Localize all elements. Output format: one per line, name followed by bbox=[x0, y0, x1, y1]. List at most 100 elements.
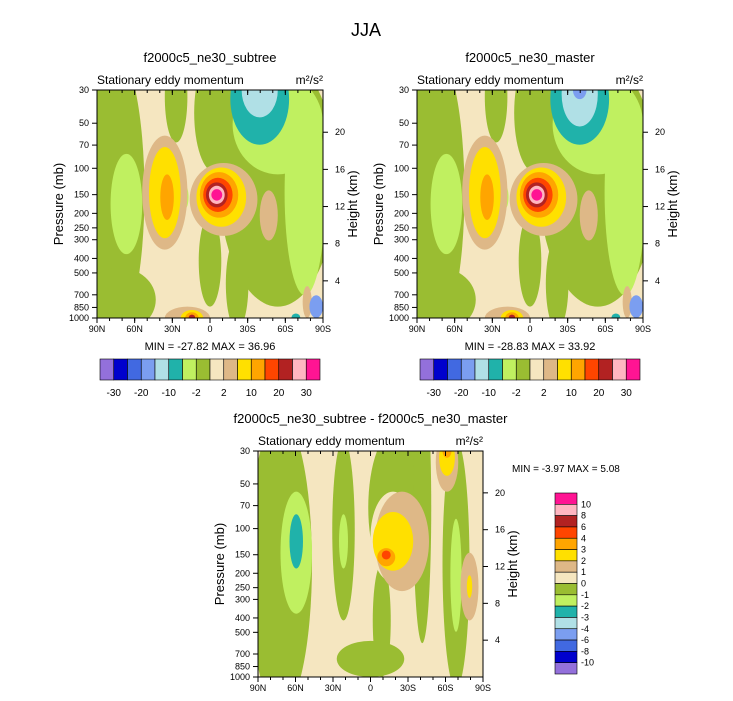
pressure-tick-label: 250 bbox=[394, 223, 409, 233]
colorbar-label: 3 bbox=[581, 545, 586, 555]
pressure-tick-label: 1000 bbox=[69, 313, 89, 323]
colorbar-label: 4 bbox=[581, 533, 586, 543]
colorbar-swatch bbox=[554, 492, 578, 505]
x-tick-label: 90N bbox=[89, 324, 106, 334]
pressure-axis-label: Pressure (mb) bbox=[371, 163, 386, 245]
contour-region bbox=[514, 90, 555, 173]
colorbar-swatch bbox=[168, 358, 183, 381]
colorbar-swatch bbox=[554, 662, 578, 675]
contour-field bbox=[258, 451, 483, 677]
contour-region bbox=[417, 267, 476, 318]
contour-region bbox=[531, 189, 543, 201]
colorbar-swatch bbox=[140, 358, 156, 381]
contour-region bbox=[225, 238, 249, 318]
colorbar-swatch bbox=[554, 526, 578, 539]
min-max-label: MIN = -27.82 MAX = 36.96 bbox=[145, 341, 276, 353]
x-tick-label: 30S bbox=[240, 324, 256, 334]
figure-title: JJA bbox=[351, 20, 381, 40]
colorbar-swatch bbox=[182, 358, 197, 381]
colorbar-swatch bbox=[554, 537, 578, 550]
panel-2: f2000c5_ne30_master Stationary eddy momen… bbox=[371, 50, 680, 334]
x-tick-label: 60S bbox=[277, 324, 293, 334]
colorbar-swatch bbox=[250, 358, 266, 381]
pressure-tick-label: 30 bbox=[399, 85, 409, 95]
panel-3: f2000c5_ne30_subtree - f2000c5_ne30_mast… bbox=[212, 411, 520, 693]
pressure-tick-label: 1000 bbox=[389, 313, 409, 323]
x-tick-label: 30N bbox=[484, 324, 501, 334]
pressure-tick-label: 150 bbox=[394, 190, 409, 200]
pressure-tick-label: 400 bbox=[235, 613, 250, 623]
colorbar-swatch bbox=[625, 358, 641, 381]
contour-region bbox=[164, 90, 188, 143]
contour-region bbox=[439, 451, 455, 476]
colorbar-label: 0 bbox=[581, 579, 586, 589]
height-axis-label: Height (km) bbox=[505, 530, 520, 597]
colorbar-swatch bbox=[127, 358, 142, 381]
colorbar-swatch bbox=[584, 358, 600, 381]
x-tick-label: 90S bbox=[315, 324, 331, 334]
x-tick-label: 0 bbox=[368, 683, 373, 693]
x-tick-label: 60S bbox=[437, 683, 453, 693]
contour-region bbox=[442, 451, 452, 458]
height-tick-label: 12 bbox=[335, 202, 345, 212]
pressure-tick-label: 50 bbox=[79, 118, 89, 128]
height-tick-label: 8 bbox=[655, 239, 660, 249]
colorbar-label: -6 bbox=[581, 635, 589, 645]
x-tick-label: 30N bbox=[325, 683, 342, 693]
contour-region bbox=[194, 90, 235, 173]
pressure-tick-label: 300 bbox=[394, 235, 409, 245]
pressure-tick-label: 850 bbox=[394, 302, 409, 312]
pressure-tick-label: 400 bbox=[74, 253, 89, 263]
colorbar-swatch bbox=[554, 549, 578, 562]
colorbar-label: 20 bbox=[593, 388, 605, 399]
contour-region bbox=[450, 518, 462, 632]
colorbar-swatch bbox=[460, 358, 476, 381]
x-tick-label: 30S bbox=[560, 324, 576, 334]
contour-region bbox=[198, 215, 222, 307]
contour-region bbox=[430, 153, 463, 255]
contour-region bbox=[289, 514, 303, 569]
colorbar-swatch bbox=[292, 358, 307, 381]
x-tick-label: 60N bbox=[126, 324, 143, 334]
colorbar-swatch bbox=[554, 639, 578, 652]
height-tick-label: 8 bbox=[495, 598, 500, 608]
contour-region bbox=[188, 314, 196, 318]
colorbar-swatch bbox=[570, 358, 586, 381]
colorbar-label: 1 bbox=[581, 567, 586, 577]
colorbar-label: -3 bbox=[581, 612, 589, 622]
contour-region bbox=[160, 174, 174, 220]
pressure-tick-label: 700 bbox=[74, 290, 89, 300]
pressure-tick-label: 700 bbox=[235, 649, 250, 659]
pressure-tick-label: 50 bbox=[399, 118, 409, 128]
pressure-tick-label: 400 bbox=[394, 253, 409, 263]
colorbar-swatch bbox=[554, 560, 578, 573]
colorbar-swatch bbox=[554, 594, 578, 607]
colorbar-swatch bbox=[598, 358, 613, 381]
colorbar-label: 6 bbox=[581, 522, 586, 532]
colorbar-2: -30 -20 -10 -2 2 10 20 30 bbox=[419, 358, 641, 399]
panel-subtitle: Stationary eddy momentum bbox=[417, 73, 564, 87]
height-tick-label: 20 bbox=[495, 488, 505, 498]
colorbar-swatch bbox=[502, 358, 517, 381]
pressure-tick-label: 250 bbox=[74, 223, 89, 233]
contour-region bbox=[302, 286, 312, 318]
contour-region bbox=[466, 575, 473, 598]
colorbar-label: -30 bbox=[107, 388, 122, 399]
x-tick-label: 60S bbox=[597, 324, 613, 334]
colorbar-label: -10 bbox=[581, 658, 594, 668]
colorbar-swatch bbox=[554, 651, 578, 663]
panel-title: f2000c5_ne30_subtree - f2000c5_ne30_mast… bbox=[234, 411, 509, 426]
colorbar-label: 2 bbox=[581, 556, 586, 566]
colorbar-label: -1 bbox=[581, 590, 589, 600]
colorbar-swatch bbox=[543, 358, 558, 381]
pressure-tick-label: 850 bbox=[235, 662, 250, 672]
colorbar-swatch bbox=[223, 358, 238, 381]
panel-subtitle: Stationary eddy momentum bbox=[97, 73, 244, 87]
pressure-tick-label: 300 bbox=[235, 594, 250, 604]
contour-region bbox=[508, 314, 516, 318]
colorbar-label: -4 bbox=[581, 624, 589, 634]
pressure-tick-label: 50 bbox=[240, 479, 250, 489]
colorbar-swatch bbox=[419, 358, 435, 381]
pressure-tick-label: 850 bbox=[74, 302, 89, 312]
